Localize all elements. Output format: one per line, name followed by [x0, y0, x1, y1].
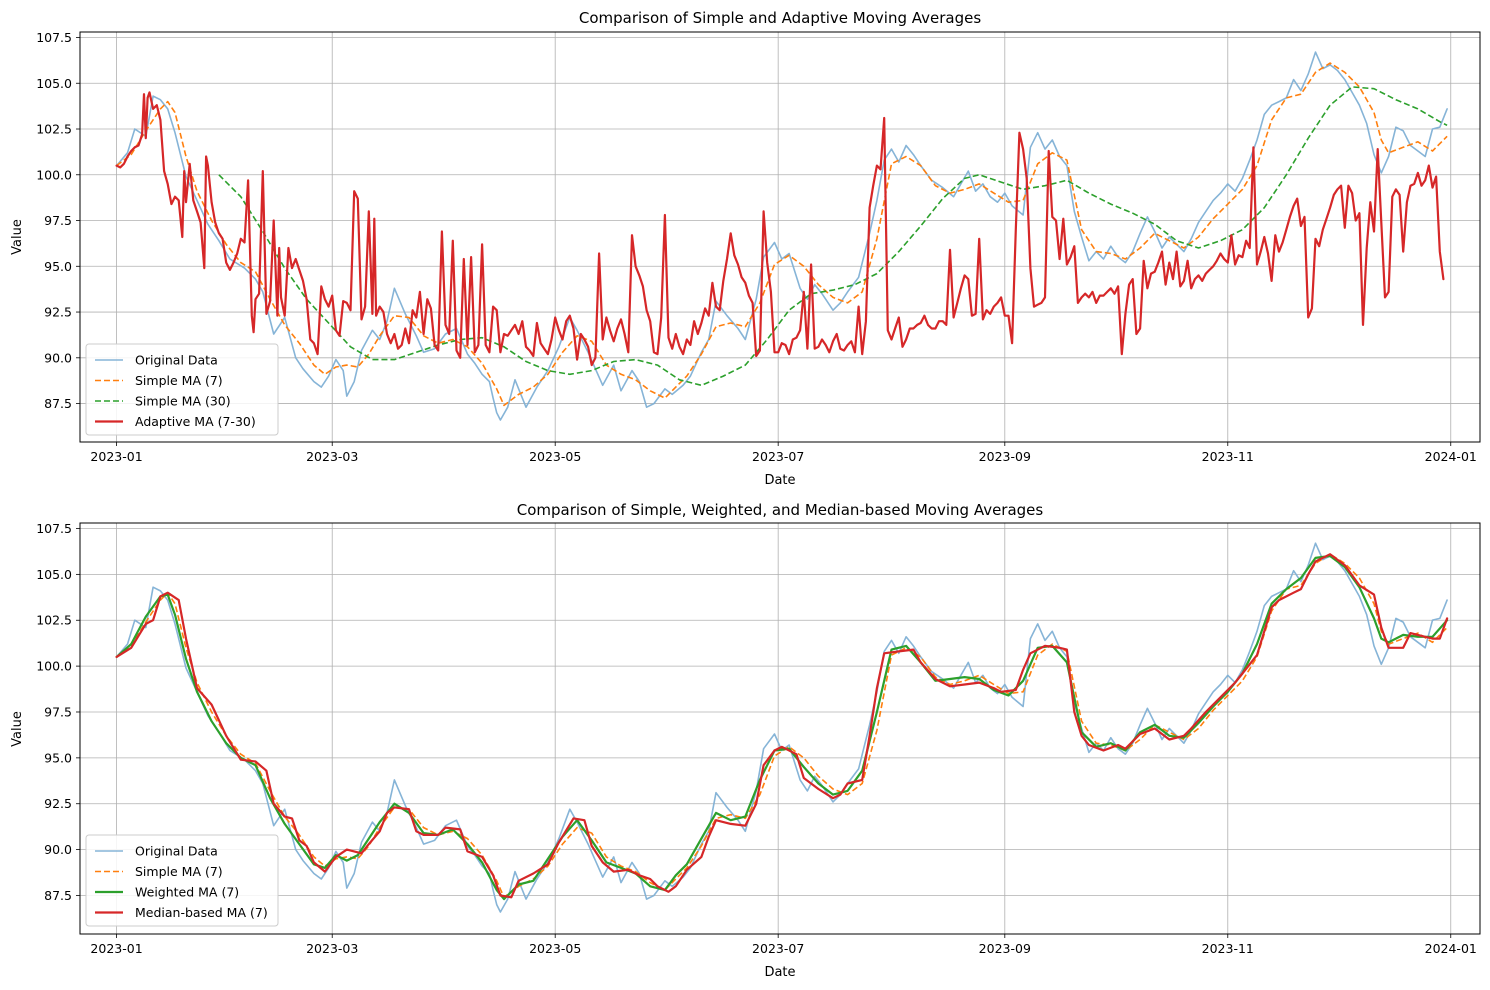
top-chart-plot-area [80, 32, 1480, 442]
bottom-chart-legend-box [85, 834, 279, 927]
top-chart-x-tick-label: 2023-07 [752, 449, 804, 464]
top-chart-x-tick-label: 2023-09 [979, 449, 1031, 464]
top-chart-legend-label: Simple MA (30) [135, 394, 231, 409]
top-chart-series-simple-ma-7 [116, 62, 1448, 407]
top-chart-series [115, 51, 1448, 421]
top-chart-y-tick-label: 95.0 [44, 259, 72, 274]
bottom-chart-y-tick-label: 97.5 [44, 704, 72, 719]
top-chart-x-tick-label: 2024-01 [1425, 449, 1477, 464]
top-chart-y-tick-label: 97.5 [44, 213, 72, 228]
top-chart-legend-label: Adaptive MA (7-30) [135, 414, 256, 429]
top-chart-y-tick-label: 105.0 [36, 76, 72, 91]
top-chart-x-label: Date [764, 473, 795, 488]
bottom-chart-series-original-data [115, 542, 1448, 913]
bottom-chart-x-tick-label: 2023-05 [529, 941, 581, 956]
top-chart-y-tick-label: 90.0 [44, 350, 72, 365]
top-chart-x-tick-label: 2023-01 [90, 449, 142, 464]
top-chart-legend-label: Simple MA (7) [135, 373, 223, 388]
top-chart-ticks: 2023-01 2023-03 2023-05 2023-07 2023-09 2023-… [36, 30, 1477, 464]
bottom-chart-y-tick-label: 95.0 [44, 750, 72, 765]
bottom-chart: 2023-01 2023-03 2023-05 2023-07 2023-09 2023-… [10, 501, 1481, 980]
bottom-chart-series-median-based-ma-7 [115, 553, 1449, 899]
top-chart-y-label: Value [10, 219, 25, 255]
top-chart-series-adaptive-ma-7-30 [115, 91, 1445, 367]
top-chart-y-tick-label: 100.0 [36, 167, 72, 182]
top-chart: 2023-01 2023-03 2023-05 2023-07 2023-09 2023-… [10, 9, 1481, 488]
bottom-chart-ticks: 2023-01 2023-03 2023-05 2023-07 2023-09 2023-… [36, 521, 1477, 956]
bottom-chart-x-tick-label: 2023-09 [979, 941, 1031, 956]
bottom-chart-x-tick-label: 2024-01 [1425, 941, 1477, 956]
bottom-chart-x-tick-label: 2023-01 [90, 941, 142, 956]
bottom-chart-x-label: Date [764, 965, 795, 980]
bottom-chart-legend-label: Weighted MA (7) [135, 885, 239, 900]
top-chart-y-tick-label: 102.5 [36, 122, 72, 137]
bottom-chart-legend: Original Data Simple MA (7) Weighted MA (7… [85, 834, 279, 927]
top-chart-y-tick-label: 92.5 [44, 305, 72, 320]
top-chart-x-tick-label: 2023-11 [1202, 449, 1254, 464]
bottom-chart-x-tick-label: 2023-07 [752, 941, 804, 956]
bottom-chart-y-tick-label: 100.0 [36, 659, 72, 674]
bottom-chart-axes-border [79, 522, 1481, 935]
bottom-chart-y-tick-label: 92.5 [44, 796, 72, 811]
bottom-chart-legend-label: Original Data [135, 844, 218, 859]
top-chart-title: Comparison of Simple and Adaptive Moving… [579, 9, 981, 27]
top-chart-legend: Original Data Simple MA (7) Simple MA (30)… [85, 343, 279, 436]
bottom-chart-y-tick-label: 87.5 [44, 888, 72, 903]
bottom-chart-y-label: Value [10, 711, 25, 747]
top-chart-x-tick-label: 2023-03 [306, 449, 358, 464]
bottom-chart-y-tick-label: 102.5 [36, 613, 72, 628]
bottom-chart-x-tick-label: 2023-11 [1202, 941, 1254, 956]
bottom-chart-legend-label: Simple MA (7) [135, 864, 223, 879]
bottom-chart-title: Comparison of Simple, Weighted, and Medi… [517, 501, 1044, 519]
bottom-chart-y-tick-label: 90.0 [44, 842, 72, 857]
top-chart-axes-border [79, 31, 1481, 443]
top-chart-y-tick-label: 87.5 [44, 396, 72, 411]
bottom-chart-y-tick-label: 105.0 [36, 567, 72, 582]
bottom-chart-plot-area [80, 523, 1480, 934]
top-chart-series-simple-ma-30 [218, 86, 1448, 387]
bottom-chart-legend-label: Median-based MA (7) [135, 905, 268, 920]
bottom-chart-series-simple-ma-7 [116, 553, 1448, 899]
bottom-chart-x-tick-label: 2023-03 [306, 941, 358, 956]
top-chart-legend-box [85, 343, 279, 436]
top-chart-series-original-data [115, 51, 1448, 421]
bottom-chart-series [115, 542, 1449, 913]
top-chart-y-tick-label: 107.5 [36, 30, 72, 45]
top-chart-legend-label: Original Data [135, 353, 218, 368]
top-chart-grid [80, 32, 1480, 442]
bottom-chart-y-tick-label: 107.5 [36, 521, 72, 536]
top-chart-x-tick-label: 2023-05 [529, 449, 581, 464]
